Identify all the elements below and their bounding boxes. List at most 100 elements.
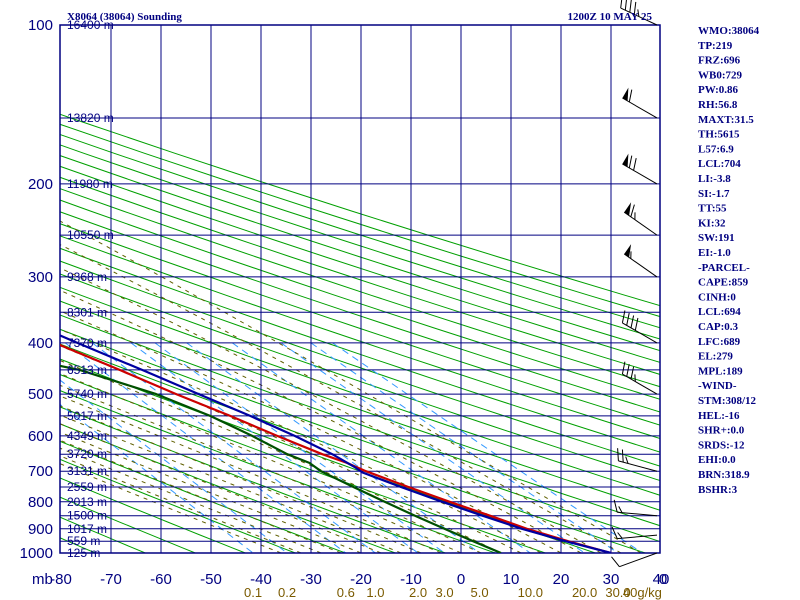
mixing-ratio-label: 30.0 (605, 585, 630, 600)
index-item: WMO:38064 (698, 25, 760, 37)
mixing-ratio-label: 0.6 (337, 585, 355, 600)
wind-barb-shaft (618, 460, 658, 472)
wind-barb-shaft (622, 373, 658, 395)
index-item: TT:55 (698, 203, 727, 215)
dry-adiabat-line (60, 223, 660, 426)
parcel-profile (60, 334, 612, 553)
index-item: BRN:318.9 (698, 469, 750, 481)
wind-barb-pennant (622, 153, 629, 167)
height-label: 4349 m (67, 429, 107, 443)
index-item: MAXT:31.5 (698, 114, 754, 126)
pressure-tick-label: 200 (28, 176, 53, 193)
mixing-ratio-label: 5.0 (471, 585, 489, 600)
height-label: 1017 m (67, 522, 107, 536)
index-item: HEL:-16 (698, 410, 740, 422)
dry-adiabat-line (60, 176, 660, 375)
index-item: -PARCEL- (698, 262, 750, 274)
wind-barb-pennant (622, 87, 629, 101)
dry-adiabat-line (60, 133, 660, 329)
wind-barb-shaft (620, 7, 658, 26)
index-item: LI:-3.8 (698, 173, 731, 185)
wind-barb-feather (621, 449, 624, 463)
pressure-tick-label: 600 (28, 428, 53, 445)
height-label: 559 m (67, 534, 100, 548)
wind-barb-shaft (622, 322, 658, 344)
wind-barb-feather (628, 89, 633, 103)
height-label: 13820 m (67, 111, 114, 125)
moist-adiabat-line (60, 395, 442, 553)
wind-barb (617, 448, 658, 472)
dry-adiabat-line (60, 199, 660, 400)
index-item: BSHR:3 (698, 484, 738, 496)
wind-barb (611, 552, 658, 568)
wind-barb-feather (618, 506, 623, 513)
index-item: LFC:689 (698, 336, 741, 348)
wind-barb (621, 361, 658, 395)
wind-barb-feather (629, 0, 632, 13)
mixing-ratio-label: 3.0 (436, 585, 454, 600)
pressure-tick-label: 300 (28, 269, 53, 286)
temperature-tick-label: -20 (350, 571, 372, 588)
wind-barb-shaft (623, 211, 658, 236)
temperature-tick-label: -70 (100, 571, 122, 588)
index-item: KI:32 (698, 217, 726, 229)
temperature-tick-label: -40 (250, 571, 272, 588)
wind-barb-shaft (617, 511, 658, 517)
pressure-tick-label: 700 (28, 463, 53, 480)
plot-border (59, 24, 661, 554)
dry-adiabat-line (60, 165, 660, 363)
mixing-ratio-label: 1.0 (366, 585, 384, 600)
station-title: X8064 (38064) Sounding (67, 11, 182, 23)
wind-barb-feather (630, 204, 635, 217)
height-label: 3131 m (67, 464, 107, 478)
wind-barb-feather (621, 361, 626, 375)
wind-barb-shaft (619, 552, 658, 568)
wind-barb-feather (633, 157, 637, 171)
wind-barb-feather (626, 312, 630, 326)
height-label: 9368 m (67, 270, 107, 284)
temperature-tick-label: -30 (300, 571, 322, 588)
index-item: SW:191 (698, 232, 735, 244)
height-label: 1500 m (67, 509, 107, 523)
wind-barb-feather (611, 556, 620, 568)
pressure-tick-label: 400 (28, 335, 53, 352)
wind-barb-pennant (624, 244, 632, 258)
pressure-tick-label: 800 (28, 494, 53, 511)
mixing-ratio-label: 20.0 (572, 585, 597, 600)
moist-adiabat-line (60, 220, 642, 553)
mixing-ratio-label: 10.0 (518, 585, 543, 600)
height-label: 8301 m (67, 305, 107, 319)
dry-adiabat-line (60, 247, 660, 453)
mixing-ratio-label: 0.2 (278, 585, 296, 600)
index-item: CAPE:859 (698, 277, 749, 289)
index-item: EL:279 (698, 351, 733, 363)
wind-barb (613, 499, 658, 517)
pressure-tick-label: 100 (28, 17, 53, 34)
dry-adiabat-line (60, 188, 660, 388)
temperature-tick-label: -50 (200, 571, 222, 588)
height-label: 5017 m (67, 409, 107, 423)
mixing-ratio-line (186, 342, 480, 553)
index-item: LCL:694 (698, 306, 741, 318)
wind-barb-feather (613, 499, 618, 513)
wind-barb (620, 0, 658, 26)
height-label: 6513 m (67, 363, 107, 377)
height-label: 7370 m (67, 336, 107, 350)
wind-barb-feather (634, 317, 639, 331)
mixing-ratio-label: 40g/kg (623, 585, 662, 600)
wind-barb (623, 244, 658, 278)
dry-adiabat-line (60, 300, 660, 511)
temperature-tick-label: 40 (653, 571, 670, 588)
index-item: MPL:189 (698, 365, 743, 377)
mixing-ratio-label: 2.0 (409, 585, 427, 600)
dry-adiabat-line (60, 113, 660, 307)
wind-barb-feather (624, 0, 627, 11)
index-item: RH:56.8 (698, 99, 738, 111)
wind-barb-feather (630, 315, 635, 329)
index-item: PW:0.86 (698, 84, 739, 96)
index-item: FRZ:696 (698, 55, 741, 67)
wind-barb (621, 310, 658, 344)
wind-barb-feather (637, 9, 640, 17)
dry-adiabat-line (60, 211, 660, 413)
wind-barb (622, 153, 658, 185)
